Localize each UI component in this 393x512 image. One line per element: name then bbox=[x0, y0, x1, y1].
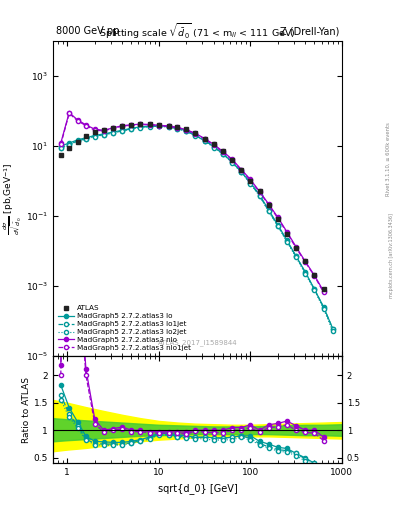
Legend: ATLAS, MadGraph5 2.7.2.atlas3 lo, MadGraph5 2.7.2.atlas3 lo1jet, MadGraph5 2.7.2: ATLAS, MadGraph5 2.7.2.atlas3 lo, MadGra… bbox=[57, 304, 192, 352]
Title: Splitting scale $\sqrt{\bar{d}_0}$ (71 < m$_{ll}$ < 111 GeV): Splitting scale $\sqrt{\bar{d}_0}$ (71 <… bbox=[99, 22, 296, 41]
Text: mcplots.cern.ch [arXiv:1306.3436]: mcplots.cern.ch [arXiv:1306.3436] bbox=[389, 214, 393, 298]
X-axis label: sqrt{d_0} [GeV]: sqrt{d_0} [GeV] bbox=[158, 483, 237, 494]
Y-axis label: $\frac{d\sigma}{d\sqrt{\bar{d}_0}}$ [pb,GeV$^{-1}$]: $\frac{d\sigma}{d\sqrt{\bar{d}_0}}$ [pb,… bbox=[2, 162, 24, 234]
Text: Z (Drell-Yan): Z (Drell-Yan) bbox=[280, 26, 339, 36]
Text: 8000 GeV pp: 8000 GeV pp bbox=[56, 26, 119, 36]
Text: Rivet 3.1.10, ≥ 600k events: Rivet 3.1.10, ≥ 600k events bbox=[386, 122, 391, 196]
Text: ATLAS_2017_I1589844: ATLAS_2017_I1589844 bbox=[158, 339, 237, 347]
Y-axis label: Ratio to ATLAS: Ratio to ATLAS bbox=[22, 377, 31, 442]
